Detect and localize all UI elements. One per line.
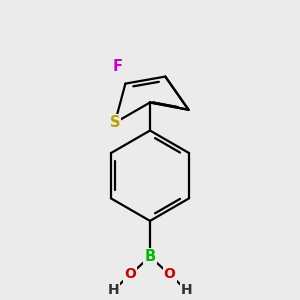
Text: H: H: [107, 284, 119, 297]
Text: F: F: [112, 59, 123, 74]
Text: H: H: [181, 284, 193, 297]
Text: O: O: [124, 267, 136, 281]
Text: S: S: [110, 115, 120, 130]
Text: O: O: [164, 267, 176, 281]
Text: B: B: [144, 249, 156, 264]
